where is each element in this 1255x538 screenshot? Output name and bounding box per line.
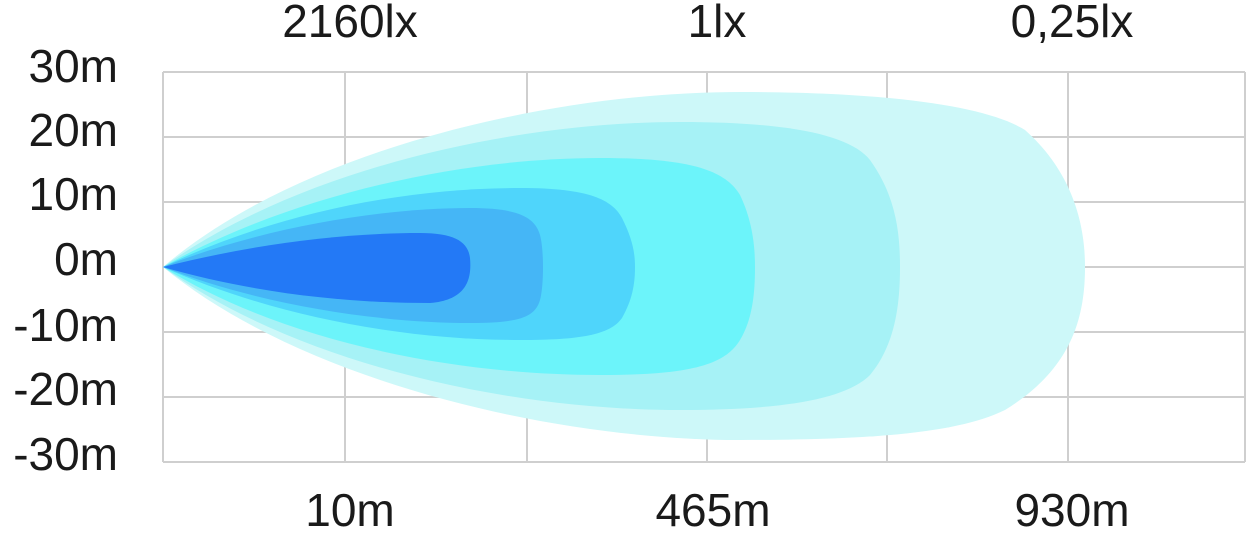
y-label: -30m	[13, 428, 118, 480]
lux-label: 2160lx	[282, 0, 418, 47]
y-label: -20m	[13, 363, 118, 415]
lux-label: 0,25lx	[1011, 0, 1134, 47]
lux-label: 1lx	[688, 0, 747, 47]
y-label: 30m	[29, 40, 118, 92]
top-labels: 2160lx 1lx 0,25lx	[282, 0, 1133, 47]
y-labels: 30m 20m 10m 0m -10m -20m -30m	[13, 40, 118, 480]
y-label: 0m	[54, 233, 118, 285]
y-label: 10m	[29, 168, 118, 220]
distance-label: 465m	[655, 484, 770, 533]
zone-6	[163, 233, 471, 303]
y-label: -10m	[13, 299, 118, 351]
bottom-labels: 10m 465m 930m	[305, 484, 1129, 536]
y-label: 20m	[29, 104, 118, 156]
beam-zones	[163, 92, 1085, 440]
distance-label: 10m	[305, 484, 394, 533]
distance-label: 930m	[1014, 484, 1129, 533]
